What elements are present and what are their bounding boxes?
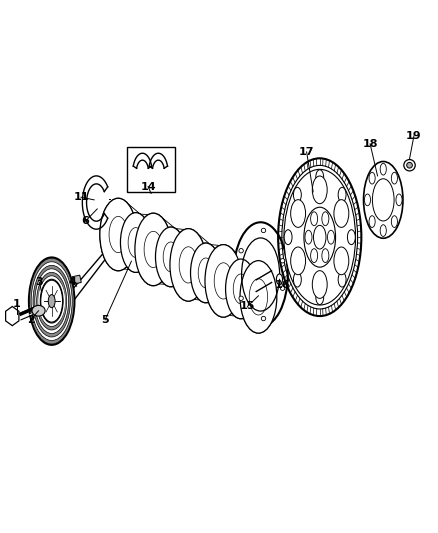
Ellipse shape bbox=[276, 274, 283, 285]
Circle shape bbox=[261, 228, 266, 232]
Bar bbox=[72, 275, 81, 284]
Circle shape bbox=[239, 296, 244, 301]
Ellipse shape bbox=[391, 172, 397, 184]
Text: 19: 19 bbox=[406, 131, 422, 141]
Text: 11: 11 bbox=[73, 192, 89, 202]
Ellipse shape bbox=[311, 249, 318, 263]
Ellipse shape bbox=[240, 261, 277, 333]
Text: 1: 1 bbox=[13, 299, 21, 309]
Polygon shape bbox=[6, 306, 19, 326]
Ellipse shape bbox=[39, 276, 65, 327]
Ellipse shape bbox=[29, 259, 74, 344]
Ellipse shape bbox=[29, 257, 74, 345]
Text: 2: 2 bbox=[27, 315, 35, 325]
Text: 18: 18 bbox=[362, 139, 378, 149]
Text: 4: 4 bbox=[68, 278, 76, 287]
Ellipse shape bbox=[328, 230, 335, 244]
Ellipse shape bbox=[32, 305, 45, 316]
Ellipse shape bbox=[191, 243, 221, 303]
Ellipse shape bbox=[312, 176, 327, 204]
Ellipse shape bbox=[33, 265, 71, 337]
Ellipse shape bbox=[100, 198, 137, 271]
Ellipse shape bbox=[347, 230, 355, 245]
Ellipse shape bbox=[226, 259, 256, 319]
Ellipse shape bbox=[100, 198, 137, 271]
Ellipse shape bbox=[312, 271, 327, 298]
Ellipse shape bbox=[311, 212, 318, 225]
Ellipse shape bbox=[155, 227, 186, 287]
Ellipse shape bbox=[135, 213, 172, 286]
Text: 17: 17 bbox=[299, 147, 314, 157]
Ellipse shape bbox=[338, 272, 346, 287]
Ellipse shape bbox=[155, 227, 186, 287]
Ellipse shape bbox=[41, 280, 63, 322]
Ellipse shape bbox=[170, 229, 207, 301]
Ellipse shape bbox=[35, 269, 68, 334]
Ellipse shape bbox=[48, 295, 55, 308]
Ellipse shape bbox=[396, 194, 402, 206]
Bar bbox=[127, 147, 175, 192]
Ellipse shape bbox=[291, 247, 306, 274]
Ellipse shape bbox=[322, 212, 329, 225]
Circle shape bbox=[280, 286, 285, 290]
Ellipse shape bbox=[135, 213, 172, 286]
Ellipse shape bbox=[322, 249, 329, 263]
Ellipse shape bbox=[120, 213, 151, 272]
Ellipse shape bbox=[316, 170, 324, 185]
Ellipse shape bbox=[391, 216, 397, 228]
Ellipse shape bbox=[291, 200, 306, 228]
Ellipse shape bbox=[284, 169, 356, 305]
Ellipse shape bbox=[369, 216, 375, 228]
Ellipse shape bbox=[120, 213, 151, 272]
Text: 5: 5 bbox=[101, 315, 109, 325]
Ellipse shape bbox=[338, 187, 346, 202]
Circle shape bbox=[407, 163, 413, 168]
Ellipse shape bbox=[380, 225, 386, 237]
Ellipse shape bbox=[284, 230, 292, 245]
Ellipse shape bbox=[226, 259, 256, 319]
Ellipse shape bbox=[170, 229, 207, 301]
Ellipse shape bbox=[205, 245, 242, 317]
Ellipse shape bbox=[293, 272, 301, 287]
Text: 6: 6 bbox=[81, 216, 89, 226]
Ellipse shape bbox=[334, 200, 349, 228]
Circle shape bbox=[239, 248, 244, 253]
Circle shape bbox=[280, 259, 285, 263]
Ellipse shape bbox=[334, 247, 349, 274]
Ellipse shape bbox=[205, 245, 242, 317]
Ellipse shape bbox=[31, 262, 72, 341]
Ellipse shape bbox=[191, 243, 221, 303]
Ellipse shape bbox=[364, 161, 403, 238]
Ellipse shape bbox=[278, 158, 361, 316]
Ellipse shape bbox=[240, 261, 277, 333]
Ellipse shape bbox=[364, 194, 371, 206]
Ellipse shape bbox=[293, 187, 301, 202]
Circle shape bbox=[404, 159, 415, 171]
Circle shape bbox=[261, 317, 266, 321]
Text: 3: 3 bbox=[35, 278, 43, 287]
Ellipse shape bbox=[369, 172, 375, 184]
Ellipse shape bbox=[380, 163, 386, 175]
Text: 16: 16 bbox=[275, 280, 290, 290]
Ellipse shape bbox=[233, 222, 288, 327]
Ellipse shape bbox=[305, 230, 312, 244]
Text: 15: 15 bbox=[240, 302, 255, 311]
Ellipse shape bbox=[316, 289, 324, 304]
Text: 14: 14 bbox=[140, 182, 156, 191]
Ellipse shape bbox=[37, 272, 67, 330]
